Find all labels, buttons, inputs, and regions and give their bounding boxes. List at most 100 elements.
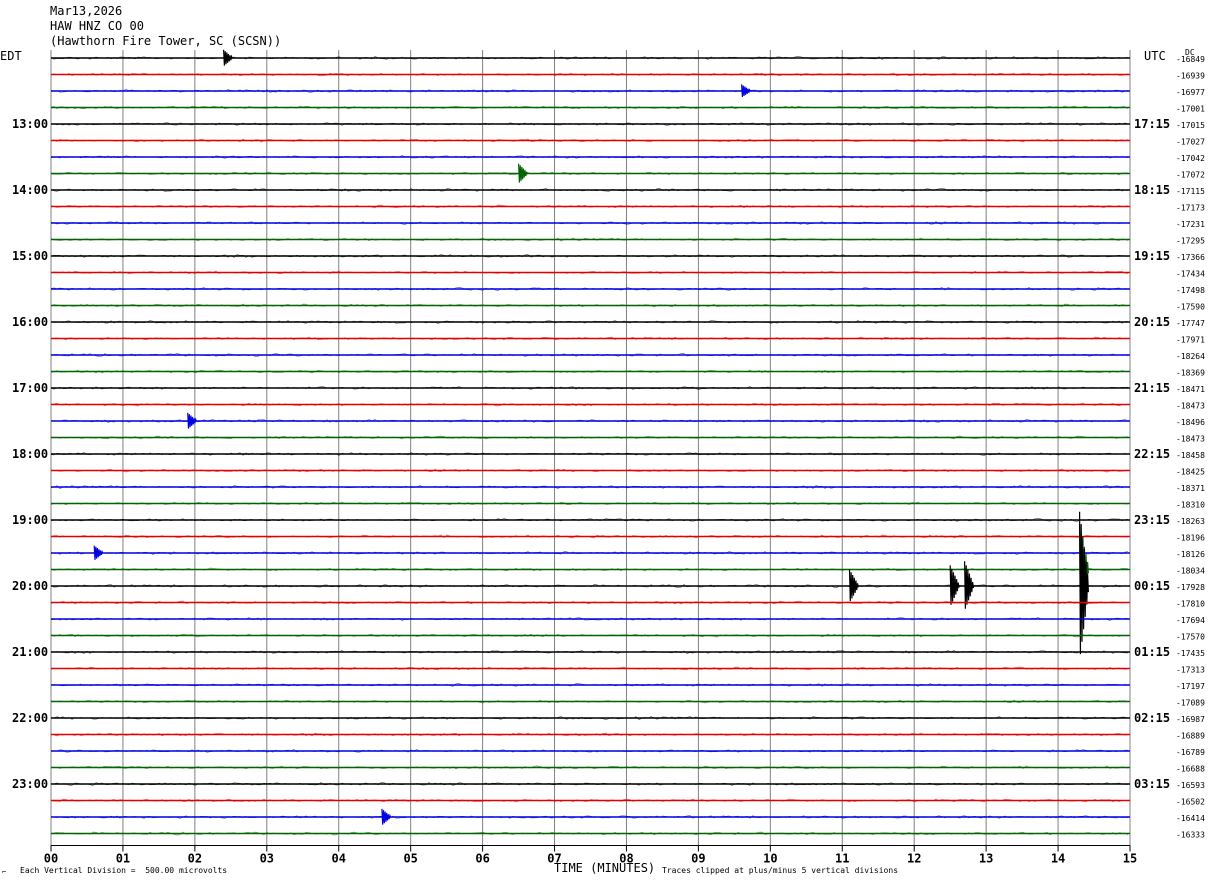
dc-offset-label: -18425	[1176, 468, 1205, 477]
trace-noise-row-28	[50, 518, 1129, 522]
dc-offset-label: -18263	[1176, 517, 1205, 526]
trace-noise-row-47	[50, 831, 1129, 836]
trace-noise-row-13	[50, 270, 1129, 275]
edt-axis-label: EDT	[0, 49, 22, 63]
trace-noise-row-33	[50, 600, 1129, 605]
dc-offset-label: -17313	[1176, 666, 1205, 675]
station-label: (Hawthorn Fire Tower, SC (SCSN))	[50, 34, 282, 48]
trace-noise-row-9	[50, 204, 1129, 209]
dc-offset-label: -16889	[1176, 732, 1205, 741]
trace-noise-row-40	[50, 716, 1129, 720]
x-tick-label: 00	[44, 852, 58, 866]
edt-hour-label: 21:00	[12, 645, 48, 659]
dc-offset-label: -17089	[1176, 699, 1205, 708]
x-tick-label: 15	[1123, 852, 1137, 866]
trace-noise-row-31	[50, 567, 1129, 572]
trace-noise-row-6	[50, 155, 1129, 159]
dc-offset-label: -17001	[1176, 105, 1205, 114]
trace-noise-row-23	[50, 435, 1129, 440]
dc-offset-label: -18126	[1176, 550, 1205, 559]
dc-offset-label: -18034	[1176, 567, 1205, 576]
event-spike-row-7-0	[518, 163, 528, 183]
dc-offset-label: -18196	[1176, 534, 1205, 543]
trace-noise-row-7	[50, 171, 1129, 176]
x-tick-label: 13	[979, 852, 993, 866]
trace-noise-row-26	[50, 485, 1129, 489]
edt-hour-label: 17:00	[12, 381, 48, 395]
dc-offset-label: -17015	[1176, 121, 1205, 130]
dc-offset-label: -16333	[1176, 831, 1205, 840]
dc-offset-label: -16849	[1176, 55, 1205, 64]
utc-hour-label: 02:15	[1134, 711, 1170, 725]
dc-offset-label: -18310	[1176, 501, 1205, 510]
dc-offset-label: -17498	[1176, 286, 1205, 295]
trace-noise-row-41	[50, 732, 1129, 737]
trace-noise-row-42	[50, 749, 1129, 753]
trace-noise-row-8	[50, 188, 1129, 192]
dc-offset-label: -18458	[1176, 451, 1205, 460]
trace-noise-row-4	[50, 122, 1129, 126]
x-axis-title: TIME (MINUTES)	[554, 861, 656, 875]
utc-hour-label: 17:15	[1134, 117, 1170, 131]
x-tick-label: 03	[260, 852, 274, 866]
trace-noise-row-3	[50, 105, 1129, 110]
edt-hour-label: 22:00	[12, 711, 48, 725]
event-spike-row-32-3	[1079, 511, 1089, 655]
x-tick-label: 14	[1051, 852, 1065, 866]
dc-offset-label: -17042	[1176, 154, 1205, 163]
x-tick-label: 08	[619, 852, 633, 866]
edt-hour-label: 23:00	[12, 777, 48, 791]
event-spike-row-0-0	[223, 49, 233, 66]
utc-hour-label: 22:15	[1134, 447, 1170, 461]
x-tick-label: 12	[907, 852, 921, 866]
dc-offset-label: -17072	[1176, 171, 1205, 180]
trace-noise-row-25	[50, 468, 1129, 473]
channel-label: HAW HNZ CO 00	[50, 19, 144, 33]
edt-hour-label: 18:00	[12, 447, 48, 461]
dc-offset-label: -17295	[1176, 237, 1205, 246]
utc-hour-label: 19:15	[1134, 249, 1170, 263]
dc-offset-label: -18369	[1176, 369, 1205, 378]
trace-noise-row-36	[50, 650, 1129, 654]
trace-noise-row-22	[50, 419, 1129, 423]
utc-hour-label: 03:15	[1134, 777, 1170, 791]
corner-mark: ⌐	[2, 868, 7, 876]
trace-noise-row-29	[50, 534, 1129, 539]
edt-hour-label: 16:00	[12, 315, 48, 329]
dc-offset-label: -17366	[1176, 253, 1205, 262]
trace-noise-row-45	[50, 798, 1129, 803]
dc-offset-label: -17027	[1176, 138, 1205, 147]
dc-offset-label: -18496	[1176, 418, 1205, 427]
event-spike-row-32-2	[964, 561, 974, 609]
edt-hour-label: 13:00	[12, 117, 48, 131]
edt-hour-label: 19:00	[12, 513, 48, 527]
dc-offset-label: -16987	[1176, 715, 1205, 724]
dc-label: DC	[1185, 48, 1195, 57]
x-tick-label: 09	[691, 852, 705, 866]
utc-axis-label: UTC	[1144, 49, 1166, 63]
event-spike-row-22-0	[187, 412, 198, 429]
trace-noise-row-38	[50, 683, 1129, 687]
trace-noise-row-1	[50, 72, 1129, 77]
trace-noise-row-12	[50, 254, 1129, 258]
x-tick-label: 10	[763, 852, 777, 866]
edt-hour-label: 15:00	[12, 249, 48, 263]
trace-noise-row-39	[50, 699, 1129, 704]
dc-offset-label: -17434	[1176, 270, 1205, 279]
x-tick-label: 06	[475, 852, 489, 866]
trace-noise-row-19	[50, 369, 1129, 374]
dc-offset-label: -17590	[1176, 303, 1205, 312]
dc-offset-label: -17115	[1176, 187, 1205, 196]
dc-offset-label: -17231	[1176, 220, 1205, 229]
dc-offset-label: -17570	[1176, 633, 1205, 642]
event-spike-row-46-0	[381, 808, 392, 825]
trace-noise-row-5	[50, 138, 1129, 143]
plot-date: Mar13,2026	[50, 4, 123, 18]
trace-noise-row-30	[50, 551, 1129, 555]
trace-noise-row-20	[50, 386, 1129, 390]
utc-hour-label: 00:15	[1134, 579, 1170, 593]
trace-noise-row-2	[50, 89, 1129, 93]
trace-noise-row-15	[50, 303, 1129, 308]
dc-offset-label: -18471	[1176, 385, 1205, 394]
